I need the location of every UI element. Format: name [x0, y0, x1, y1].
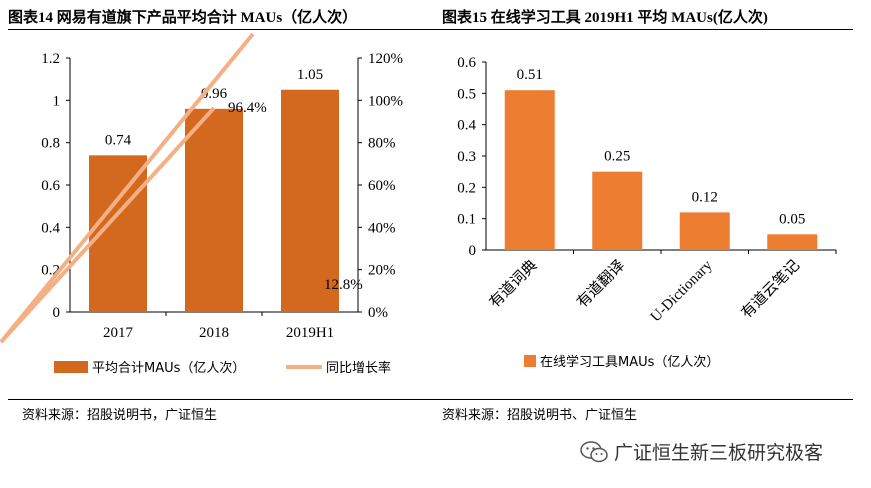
source-rule — [8, 399, 853, 400]
y-tick-label: 0.4 — [457, 118, 476, 134]
y-tick-label: 0.3 — [457, 149, 476, 165]
x-tick-label: 有道翻译 — [574, 257, 628, 311]
y-tick-label: 0 — [469, 243, 477, 259]
y-tick-label: 0.6 — [41, 178, 60, 194]
bar — [504, 90, 555, 250]
y-tick-label: 0.6 — [457, 55, 476, 71]
bar-data-label: 0.74 — [105, 132, 132, 148]
legend-bar-swatch — [54, 361, 88, 373]
right-source: 资料来源：招股说明书、广证恒生 — [442, 408, 638, 423]
line-data-label: 96.4% — [228, 100, 267, 116]
x-tick-label: 有道词典 — [486, 257, 540, 311]
x-tick-label: U-Dictionary — [648, 257, 716, 325]
bar — [679, 212, 730, 250]
left-chart: 00.20.40.60.811.20%20%40%60%80%100%120%0… — [0, 32, 403, 376]
y-tick-label: 1 — [53, 93, 61, 109]
bar-data-label: 0.25 — [604, 149, 630, 165]
line-data-label: 12.8% — [324, 277, 363, 293]
y2-tick-label: 0% — [368, 305, 388, 321]
wechat-icon — [580, 440, 608, 462]
right-chart: 0 0.1 0.2 0.3 0.4 0.5 0.6 0.51 有道词典 0.25 有道翻译 0.12 U… — [457, 55, 837, 370]
bar-data-label: 0.12 — [692, 189, 718, 205]
legend-bar-label: 平均合计MAUs（亿人次） — [92, 360, 245, 376]
title-rule — [8, 29, 853, 30]
bar — [592, 171, 643, 250]
bar — [185, 108, 243, 312]
bar-data-label: 0.51 — [517, 67, 543, 83]
left-chart-title: 图表14 网易有道旗下产品平均合计 MAUs（亿人次） — [8, 10, 358, 26]
y-tick-label: 0.4 — [41, 220, 60, 236]
watermark-text: 广证恒生新三板研究极客 — [614, 442, 824, 464]
y2-tick-label: 80% — [368, 136, 396, 152]
y-tick-label: 0.8 — [41, 136, 60, 152]
y2-tick-label: 20% — [368, 263, 396, 279]
y2-tick-label: 100% — [368, 93, 403, 109]
y-tick-label: 0.5 — [457, 86, 476, 102]
left-source: 资料来源：招股说明书，广证恒生 — [22, 408, 218, 423]
bar — [281, 89, 339, 312]
legend-line-label: 同比增长率 — [326, 360, 391, 376]
x-tick-label: 有道云笔记 — [738, 257, 803, 322]
x-tick-label: 2017 — [103, 325, 134, 341]
watermark: 广证恒生新三板研究极客 — [580, 438, 823, 465]
bar-data-label: 0.05 — [779, 211, 805, 227]
y-tick-label: 1.2 — [41, 51, 60, 67]
y2-tick-label: 40% — [368, 220, 396, 236]
y-tick-label: 0.1 — [457, 212, 476, 228]
legend-bar-label: 在线学习工具MAUs（亿人次） — [540, 354, 719, 370]
bar-data-label: 1.05 — [297, 67, 323, 83]
right-chart-title: 图表15 在线学习工具 2019H1 平均 MAUs(亿人次) — [442, 10, 768, 26]
x-tick-label: 2019H1 — [286, 325, 334, 341]
growth-rate-line — [0, 32, 255, 344]
bar — [767, 234, 818, 250]
y-tick-label: 0 — [53, 305, 61, 321]
y2-tick-label: 60% — [368, 178, 396, 194]
y-tick-label: 0.2 — [457, 180, 476, 196]
x-tick-label: 2018 — [199, 325, 229, 341]
y2-tick-label: 120% — [368, 51, 403, 67]
legend-bar-swatch — [524, 355, 536, 367]
